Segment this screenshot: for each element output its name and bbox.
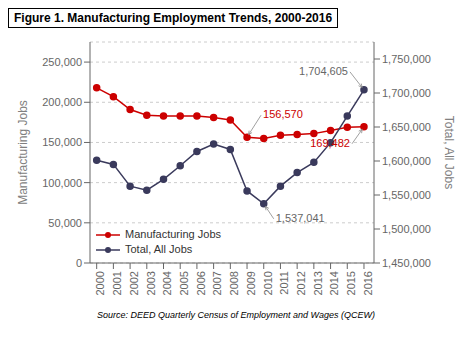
svg-text:250,000: 250,000 (42, 56, 82, 68)
svg-text:2006: 2006 (195, 271, 207, 295)
html-text:Source: DEED Quarterly Census: Source: DEED Quarterly Census of Employm… (97, 310, 375, 320)
svg-text:2005: 2005 (178, 271, 190, 295)
svg-text:1,704,605: 1,704,605 (299, 65, 348, 77)
svg-text:1,537,041: 1,537,041 (276, 212, 325, 224)
svg-text:2003: 2003 (145, 271, 157, 295)
svg-text:2012: 2012 (295, 271, 307, 295)
svg-text:156,570: 156,570 (263, 108, 303, 120)
svg-text:1,650,000: 1,650,000 (382, 121, 431, 133)
svg-text:2014: 2014 (328, 271, 340, 295)
svg-text:1,550,000: 1,550,000 (382, 189, 431, 201)
svg-text:2013: 2013 (312, 271, 324, 295)
svg-text:2016: 2016 (362, 271, 374, 295)
svg-text:50,000: 50,000 (48, 217, 82, 229)
svg-text:2007: 2007 (211, 271, 223, 295)
svg-text:1,450,000: 1,450,000 (382, 257, 431, 269)
svg-text:100,000: 100,000 (42, 177, 82, 189)
svg-text:2008: 2008 (228, 271, 240, 295)
html-text:Manufacturing Jobs: Manufacturing Jobs (125, 228, 221, 240)
svg-text:2011: 2011 (278, 271, 290, 295)
svg-text:2015: 2015 (345, 271, 357, 295)
svg-text:1,600,000: 1,600,000 (382, 155, 431, 167)
svg-text:Total, All Jobs: Total, All Jobs (442, 116, 456, 189)
svg-text:0: 0 (76, 257, 82, 269)
svg-text:2010: 2010 (262, 271, 274, 295)
html-text:Figure 1. Manufacturing Employ: Figure 1. Manufacturing Employment Trend… (14, 11, 333, 25)
svg-text:2000: 2000 (94, 271, 106, 295)
svg-text:2001: 2001 (111, 271, 123, 295)
svg-text:169,482: 169,482 (310, 137, 350, 149)
svg-text:1,700,000: 1,700,000 (382, 87, 431, 99)
svg-text:2009: 2009 (245, 271, 257, 295)
svg-text:200,000: 200,000 (42, 96, 82, 108)
svg-text:Manufacturing Jobs: Manufacturing Jobs (16, 100, 30, 205)
svg-text:1,750,000: 1,750,000 (382, 53, 431, 65)
svg-text:1,500,000: 1,500,000 (382, 223, 431, 235)
html-text:Total, All Jobs: Total, All Jobs (125, 243, 193, 255)
svg-text:2004: 2004 (161, 271, 173, 295)
svg-text:150,000: 150,000 (42, 136, 82, 148)
svg-text:2002: 2002 (128, 271, 140, 295)
